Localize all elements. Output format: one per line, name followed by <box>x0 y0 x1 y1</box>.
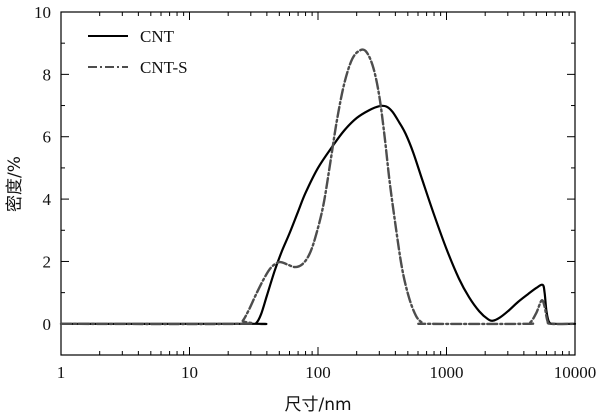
x-tick-label: 1000 <box>430 363 464 382</box>
tick-labels: 1 10 100 1000 10000 0 2 4 6 8 10 <box>34 3 596 382</box>
y-tick-label: 8 <box>43 65 52 84</box>
y-tick-label: 4 <box>43 190 52 209</box>
y-tick-label: 0 <box>43 315 52 334</box>
y-tick-label: 10 <box>34 3 51 22</box>
x-axis-title: 尺寸/nm <box>284 395 351 415</box>
y-tick-label: 6 <box>43 128 52 147</box>
x-tick-label: 100 <box>305 363 331 382</box>
series-layer <box>59 48 577 326</box>
series-line-cnt <box>59 104 577 326</box>
y-axis-title: 密度/% <box>5 156 25 212</box>
x-tick-label: 1 <box>57 363 66 382</box>
legend: CNT CNT-S <box>88 27 188 77</box>
plot-frame <box>60 11 576 356</box>
y-tick-label: 2 <box>43 252 52 271</box>
x-tick-label: 10000 <box>554 363 597 382</box>
legend-label-cnt: CNT <box>140 27 175 46</box>
x-tick-label: 10 <box>181 363 198 382</box>
series-line-cnt-s <box>59 48 577 326</box>
legend-label-cnt-s: CNT-S <box>140 58 188 77</box>
tick-marks <box>60 11 576 356</box>
